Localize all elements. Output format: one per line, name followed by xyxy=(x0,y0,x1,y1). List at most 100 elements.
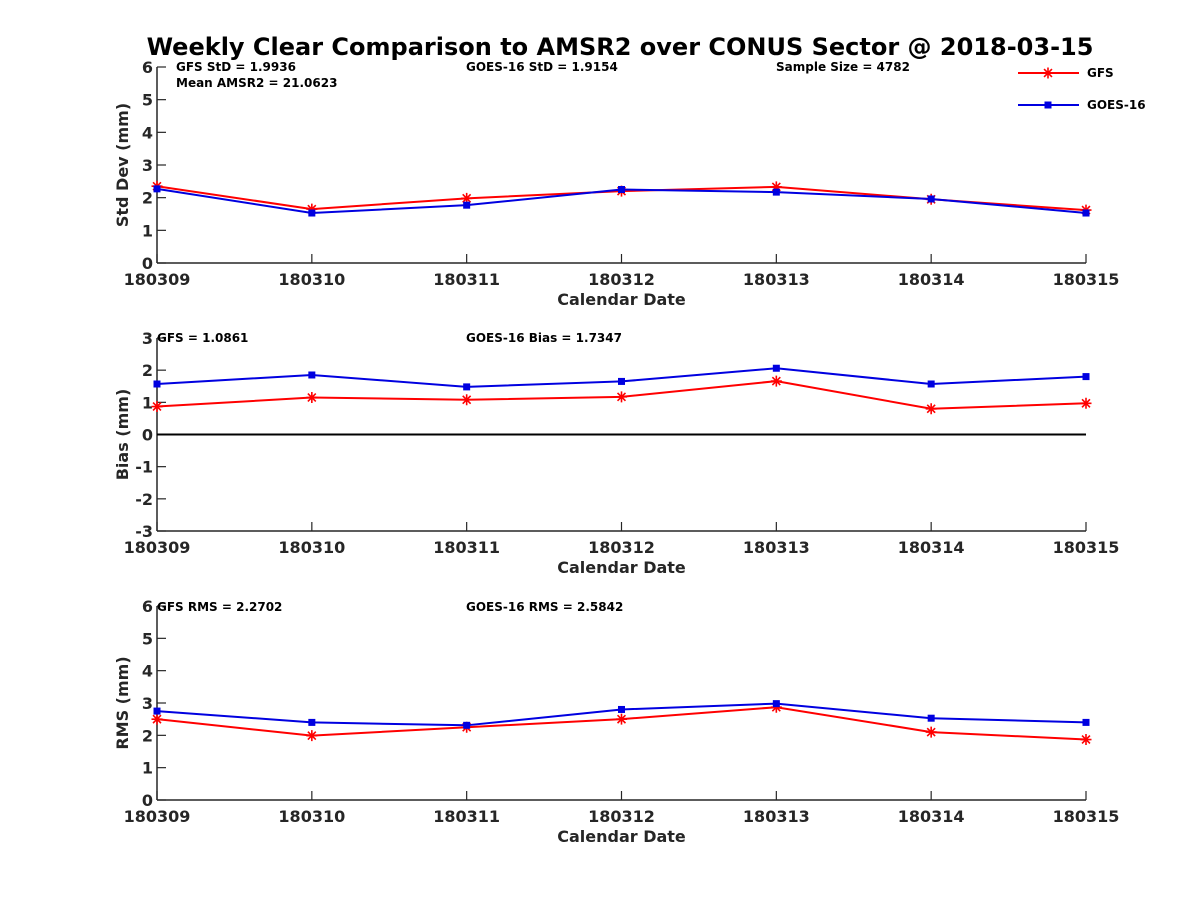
data-point xyxy=(927,380,935,388)
data-point xyxy=(308,209,316,217)
y-tick-label: 3 xyxy=(142,329,153,348)
y-tick-label: 2 xyxy=(142,189,153,208)
x-tick-label: 180312 xyxy=(588,538,655,557)
x-tick-label: 180311 xyxy=(433,807,500,826)
legend-marker xyxy=(1044,101,1052,109)
x-tick-label: 180313 xyxy=(743,807,810,826)
x-tick-label: 180311 xyxy=(433,538,500,557)
x-tick-label: 180309 xyxy=(124,807,191,826)
y-axis-label: RMS (mm) xyxy=(113,656,132,749)
chart-title: Weekly Clear Comparison to AMSR2 over CO… xyxy=(147,33,1094,61)
data-point xyxy=(153,707,161,715)
x-axis-label: Calendar Date xyxy=(557,827,686,846)
data-point xyxy=(153,185,161,193)
data-point xyxy=(770,701,782,713)
x-tick-label: 180309 xyxy=(124,270,191,289)
data-point xyxy=(770,181,782,193)
x-tick-label: 180311 xyxy=(433,270,500,289)
annotation: GOES-16 RMS = 2.5842 xyxy=(466,600,623,614)
legend-item: GFS xyxy=(1018,66,1114,80)
data-point xyxy=(925,403,937,415)
data-point xyxy=(308,371,316,379)
x-tick-label: 180314 xyxy=(898,807,965,826)
legend: GFS GOES-16 xyxy=(1018,66,1146,112)
y-tick-label: 5 xyxy=(142,629,153,648)
x-tick-label: 180313 xyxy=(743,270,810,289)
x-tick-label: 180313 xyxy=(743,538,810,557)
x-tick-label: 180314 xyxy=(898,270,965,289)
y-tick-label: 3 xyxy=(142,694,153,713)
data-point xyxy=(306,730,318,742)
panel-3: 0 1 2 3 4 5 6 180309 180310 180311 180312 180313 180… xyxy=(113,597,1119,846)
y-tick-label: 5 xyxy=(142,91,153,110)
data-point xyxy=(463,201,471,209)
data-point xyxy=(461,394,473,406)
y-axis-label: Std Dev (mm) xyxy=(113,103,132,227)
data-point xyxy=(770,375,782,387)
legend-label: GOES-16 xyxy=(1087,98,1146,112)
y-tick-label: -1 xyxy=(135,458,153,477)
y-tick-label: 0 xyxy=(142,426,153,445)
data-point xyxy=(618,186,625,193)
data-point xyxy=(772,188,780,196)
data-point xyxy=(772,700,780,708)
x-tick-label: 180309 xyxy=(124,538,191,557)
y-tick-label: 0 xyxy=(142,791,153,810)
y-tick-label: 3 xyxy=(142,156,153,175)
data-point xyxy=(618,377,625,385)
y-tick-label: 2 xyxy=(142,361,153,380)
panel-1: 0 1 2 3 4 5 6 180309 180310 180311 180312 180313 180… xyxy=(113,58,1119,309)
y-tick-label: -3 xyxy=(135,522,153,541)
x-tick-label: 180315 xyxy=(1053,807,1120,826)
data-point xyxy=(1082,373,1090,381)
data-point xyxy=(772,364,780,372)
y-tick-label: -2 xyxy=(135,490,153,509)
x-tick-label: 180315 xyxy=(1053,270,1120,289)
x-tick-label: 180315 xyxy=(1053,538,1120,557)
series-goes-16 xyxy=(153,185,1090,217)
legend-item: GOES-16 xyxy=(1018,98,1146,112)
data-point xyxy=(463,383,471,391)
annotation: GOES-16 Bias = 1.7347 xyxy=(466,331,622,345)
data-point xyxy=(927,714,935,722)
annotation: Sample Size = 4782 xyxy=(776,60,910,74)
data-point xyxy=(1082,209,1090,217)
series-goes-16 xyxy=(153,700,1090,729)
annotation: GOES-16 StD = 1.9154 xyxy=(466,60,618,74)
x-tick-label: 180310 xyxy=(278,807,345,826)
data-point xyxy=(151,401,163,413)
y-tick-label: 1 xyxy=(142,221,153,240)
panels: 0 1 2 3 4 5 6 180309 180310 180311 180312 180313 180… xyxy=(113,58,1119,846)
legend-label: GFS xyxy=(1087,66,1114,80)
y-tick-label: 1 xyxy=(142,759,153,778)
x-axis-label: Calendar Date xyxy=(557,290,686,309)
x-tick-label: 180312 xyxy=(588,807,655,826)
annotation: GFS StD = 1.9936 xyxy=(176,60,296,74)
data-point xyxy=(461,192,473,204)
x-tick-label: 180312 xyxy=(588,270,655,289)
y-tick-label: 4 xyxy=(142,662,153,681)
series-gfs xyxy=(151,375,1092,415)
data-point xyxy=(153,380,161,388)
data-point xyxy=(616,391,627,403)
y-tick-label: 4 xyxy=(142,123,153,142)
data-point xyxy=(463,721,471,729)
y-tick-label: 6 xyxy=(142,597,153,616)
data-point xyxy=(925,726,937,738)
series-goes-16 xyxy=(153,364,1090,391)
x-tick-label: 180310 xyxy=(278,270,345,289)
data-point xyxy=(1082,718,1090,726)
y-tick-label: 0 xyxy=(142,254,153,273)
data-point xyxy=(306,392,318,404)
annotation: GFS RMS = 2.2702 xyxy=(157,600,282,614)
series-gfs xyxy=(151,701,1092,746)
x-tick-label: 180310 xyxy=(278,538,345,557)
annotation: GFS = 1.0861 xyxy=(157,331,248,345)
data-point xyxy=(1080,397,1092,409)
data-point xyxy=(308,718,316,726)
data-point xyxy=(927,195,935,203)
x-axis-label: Calendar Date xyxy=(557,558,686,577)
data-point xyxy=(151,713,163,725)
